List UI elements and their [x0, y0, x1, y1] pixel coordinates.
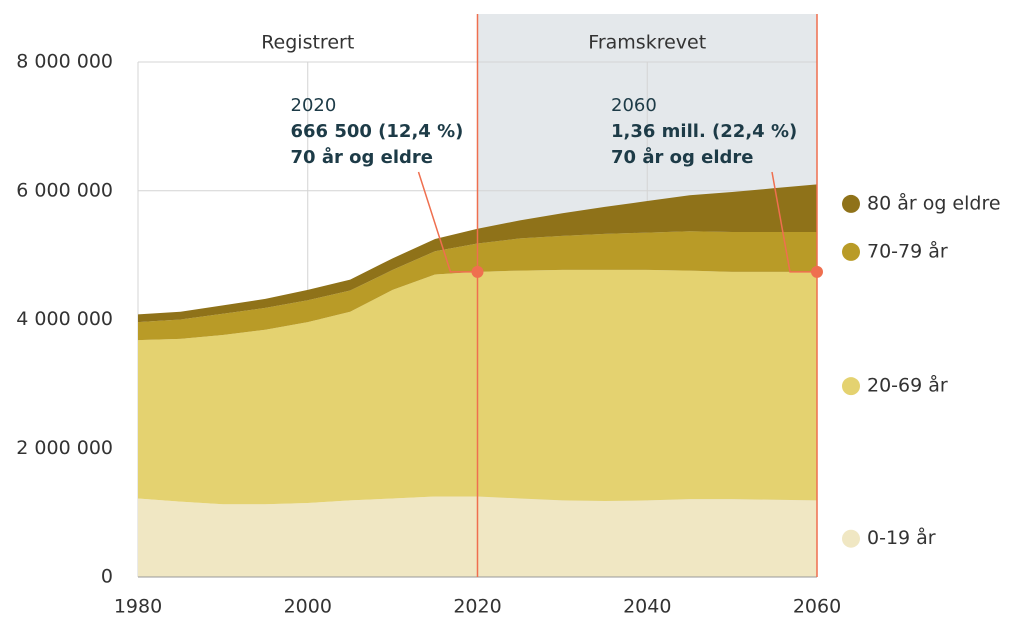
y-tick-label: 6 000 000 [16, 179, 113, 201]
legend-swatch [842, 377, 860, 396]
legend-swatch [842, 529, 860, 548]
period-label: Framskrevet [588, 32, 706, 54]
x-tick-label: 2020 [453, 596, 501, 618]
legend-swatch [842, 194, 860, 213]
legend-label: 0-19 år [867, 526, 936, 549]
annotation-value: 666 500 (12,4 %) [291, 121, 464, 142]
y-tick-label: 0 [101, 566, 113, 588]
x-tick-label: 2040 [623, 596, 671, 618]
legend-label: 20-69 år [867, 374, 948, 397]
x-tick-label: 1980 [114, 596, 162, 618]
annotation-value: 1,36 mill. (22,4 %) [611, 121, 797, 142]
x-tick-label: 2060 [793, 596, 841, 618]
area [138, 231, 817, 341]
leader-line [417, 171, 478, 273]
y-tick-label: 8 000 000 [16, 51, 113, 73]
y-tick-label: 2 000 000 [16, 437, 113, 459]
annotation-year: 2060 [611, 95, 657, 116]
leader-line [771, 171, 817, 273]
area [138, 184, 817, 323]
x-tick-label: 2000 [284, 596, 332, 618]
legend-label: 80 år og eldre [867, 191, 1001, 214]
legend-swatch [842, 242, 860, 261]
y-tick-label: 4 000 000 [16, 308, 113, 330]
annotation-dot [471, 265, 484, 278]
annotation-label: 70 år og eldre [611, 146, 753, 168]
legend-label: 70-79 år [867, 239, 948, 262]
period-label: Registrert [261, 32, 354, 54]
annotation-year: 2020 [291, 95, 337, 116]
annotation-label: 70 år og eldre [291, 146, 433, 168]
annotation-dot [811, 265, 823, 278]
